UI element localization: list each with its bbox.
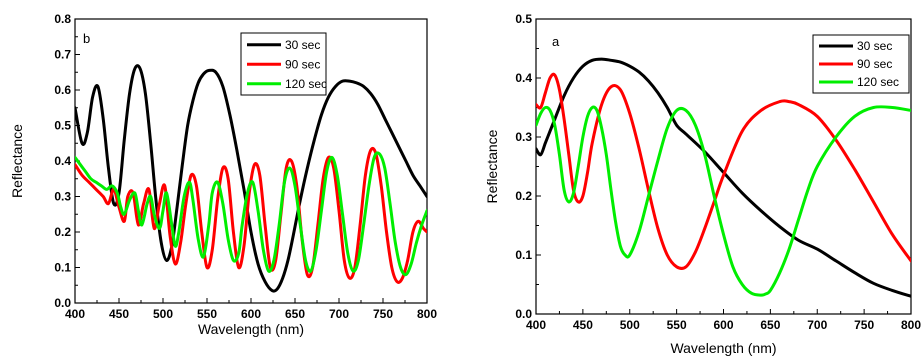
x-tick-label: 450 (573, 318, 593, 332)
y-tick-label: 0.6 (54, 83, 71, 97)
y-tick-label: 0.3 (54, 190, 71, 204)
x-axis-title: Wavelength (nm) (670, 340, 776, 356)
series-line-30-sec (536, 57, 911, 298)
panel-label: a (552, 34, 560, 49)
x-tick-label: 750 (854, 318, 874, 332)
x-tick-label: 600 (713, 318, 733, 332)
x-tick-label: 700 (807, 318, 827, 332)
y-axis-title: Reflectance (9, 124, 25, 198)
y-tick-label: 0.7 (54, 48, 71, 62)
x-tick-label: 550 (667, 318, 687, 332)
legend-label: 90 sec (285, 57, 320, 71)
series-line-90-sec (75, 146, 427, 284)
series-line-30-sec (75, 64, 427, 293)
y-tick-label: 0.3 (515, 130, 532, 144)
series-line-120-sec (536, 105, 911, 297)
x-tick-label: 750 (373, 307, 393, 321)
panel-label: b (83, 31, 90, 46)
x-tick-label: 800 (901, 318, 921, 332)
legend-label: 120 sec (857, 75, 899, 89)
series-line-120-sec (75, 151, 427, 277)
y-tick-label: 0.5 (515, 12, 532, 26)
y-tick-label: 0.4 (515, 71, 532, 85)
legend: 30 sec 90 sec 120 sec (240, 32, 327, 96)
y-tick-label: 0.1 (515, 248, 532, 262)
x-tick-label: 400 (65, 307, 85, 321)
chart-panel-a: 400 450 500 550 600 650 700 750 800 0.0 0.1 0.2 0.3 0… (484, 12, 921, 356)
y-tick-label: 0.4 (54, 154, 71, 168)
y-tick-label: 0.2 (54, 225, 71, 239)
x-axis-title: Wavelength (nm) (198, 321, 304, 337)
y-tick-label: 0.0 (515, 307, 532, 321)
y-tick-label: 0.2 (515, 189, 532, 203)
legend: 30 sec 90 sec 120 sec (812, 34, 910, 94)
x-tick-label: 700 (329, 307, 349, 321)
x-tick-label: 500 (153, 307, 173, 321)
y-tick-label: 0.1 (54, 261, 71, 275)
x-tick-label: 550 (197, 307, 217, 321)
x-tick-label: 600 (241, 307, 261, 321)
x-tick-label: 450 (109, 307, 129, 321)
y-tick-label: 0.8 (54, 12, 71, 26)
x-tick-label: 500 (620, 318, 640, 332)
x-tick-label: 650 (760, 318, 780, 332)
legend-label: 30 sec (857, 39, 892, 53)
y-tick-label: 0.5 (54, 119, 71, 133)
series-line-90-sec (536, 72, 911, 270)
legend-label: 120 sec (285, 77, 327, 91)
chart-panel-b: 400 450 500 550 600 650 700 750 800 0.0 0.1 0.2 0.3 0… (9, 12, 437, 337)
x-tick-label: 400 (526, 318, 546, 332)
x-tick-label: 800 (417, 307, 437, 321)
legend-label: 30 sec (285, 38, 320, 52)
y-axis-title: Reflectance (484, 129, 500, 203)
x-tick-label: 650 (285, 307, 305, 321)
legend-label: 90 sec (857, 57, 892, 71)
y-tick-label: 0.0 (54, 296, 71, 310)
